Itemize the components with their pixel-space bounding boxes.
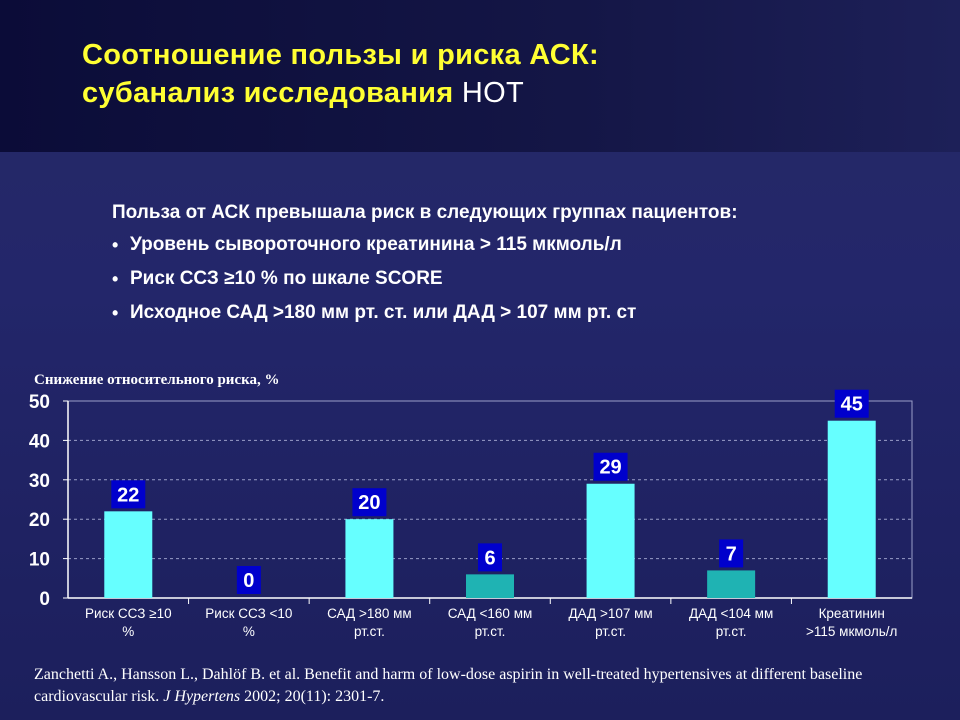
bar	[104, 511, 153, 598]
data-label: 29	[599, 457, 621, 479]
chart-y-axis-label: Снижение относительного риска, %	[34, 372, 280, 388]
bar	[827, 420, 876, 598]
data-label: 22	[117, 484, 139, 506]
citation-journal: J Hypertens	[163, 688, 241, 705]
data-label-box	[478, 543, 502, 572]
data-label: 20	[358, 492, 380, 514]
bar-chart: 0 10 20 30 40 50 22 Риск ССЗ ≥10% 0 Риск ССЗ <10%…	[29, 389, 913, 639]
title-line-2-prefix: субанализ исследования	[82, 77, 454, 109]
y-tick-label: 10	[29, 550, 50, 571]
y-tick-label: 0	[39, 589, 50, 610]
x-tick-label: %	[122, 624, 134, 639]
x-tick-label: рт.ст.	[716, 624, 747, 639]
data-label: 0	[243, 570, 254, 592]
data-label-box	[111, 480, 146, 509]
bullet-dot-icon: •	[112, 269, 119, 289]
bullet-text: Исходное САД >180 мм рт. ст. или ДАД > 1…	[130, 302, 637, 323]
title-band	[0, 0, 960, 152]
bar	[707, 570, 756, 598]
x-tick-label: >115 мкмоль/л	[806, 624, 897, 639]
bar	[466, 574, 514, 598]
x-tick-label: рт.ст.	[595, 624, 626, 639]
x-tick-label: Риск ССЗ ≥10	[85, 606, 172, 621]
data-label-box	[593, 452, 628, 481]
x-tick-label: САД <160 мм	[448, 606, 533, 621]
data-label-box	[236, 566, 261, 594]
x-tick-label: САД >180 мм	[327, 606, 412, 621]
bullet-text: Риск ССЗ ≥10 % по шкале SCORE	[130, 268, 443, 289]
x-tick-label: рт.ст.	[475, 624, 506, 639]
data-label-box	[834, 389, 869, 418]
citation-details: 2002; 20(11): 2301-7.	[244, 688, 385, 705]
bullet-list: • Уровень сывороточного креатинина > 115 …	[112, 232, 932, 334]
page-title: Соотношение пользы и риска АСК: субанали…	[82, 36, 942, 112]
title-line-2-suffix: НОТ	[461, 77, 524, 109]
x-tick-label: рт.ст.	[354, 624, 385, 639]
bullet-dot-icon: •	[112, 235, 119, 255]
bullet-item: • Риск ССЗ ≥10 % по шкале SCORE	[112, 266, 932, 300]
data-label: 6	[484, 547, 495, 569]
bullet-item: • Исходное САД >180 мм рт. ст. или ДАД > …	[112, 300, 932, 334]
bullet-text: Уровень сывороточного креатинина > 115 м…	[130, 234, 622, 255]
bar	[586, 483, 635, 598]
y-tick-label: 40	[29, 431, 50, 452]
x-tick-label: ДАД <104 мм	[689, 606, 773, 621]
intro-text: Польза от АСК превышала риск в следующих…	[112, 202, 738, 223]
x-tick-label: ДАД >107 мм	[568, 606, 652, 621]
citation-authors: Zanchetti A., Hansson L., Dahlöf B. et a…	[34, 666, 863, 705]
data-label-box	[719, 539, 744, 568]
bar	[345, 519, 394, 598]
x-tick-label: %	[243, 624, 255, 639]
citation: Zanchetti A., Hansson L., Dahlöf B. et a…	[34, 664, 944, 708]
title-line-2: субанализ исследования НОТ	[82, 74, 942, 112]
data-label: 7	[726, 543, 737, 565]
bullet-item: • Уровень сывороточного креатинина > 115 …	[112, 232, 932, 266]
title-line-1: Соотношение пользы и риска АСК:	[82, 39, 599, 71]
x-tick-label: Креатинин	[819, 606, 885, 621]
y-tick-label: 50	[29, 392, 50, 413]
y-tick-label: 30	[29, 471, 50, 492]
x-tick-label: Риск ССЗ <10	[205, 606, 292, 621]
data-label: 45	[841, 394, 863, 416]
data-label-box	[352, 488, 387, 517]
y-tick-label: 20	[29, 510, 50, 531]
bullet-dot-icon: •	[112, 303, 119, 323]
